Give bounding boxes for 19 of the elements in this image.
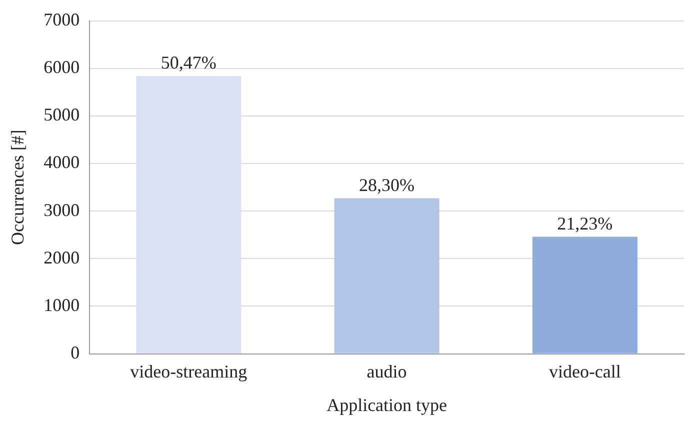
y-tick-label: 1000 — [44, 294, 80, 315]
x-tick-label: audio — [366, 361, 407, 382]
y-tick-label: 2000 — [44, 247, 80, 268]
bar — [334, 198, 440, 354]
annotation: 50,47% — [160, 52, 216, 73]
annotation: 21,23% — [557, 214, 613, 234]
y-axis-title: Occurrences [#] — [8, 130, 28, 246]
y-tick-label: 7000 — [44, 10, 80, 30]
y-tick-label: 4000 — [44, 152, 80, 172]
annotation: 28,30% — [359, 174, 415, 195]
y-tick-label: 6000 — [44, 57, 80, 78]
y-tick-label: 5000 — [44, 104, 80, 125]
y-tick-label: 0 — [70, 342, 80, 363]
y-tick-label: 3000 — [44, 200, 80, 220]
x-axis-title: Application type — [326, 394, 448, 415]
bar — [532, 236, 638, 354]
x-tick-label: video-streaming — [130, 361, 248, 382]
bar — [136, 76, 242, 354]
x-tick-label: video-call — [548, 361, 621, 382]
